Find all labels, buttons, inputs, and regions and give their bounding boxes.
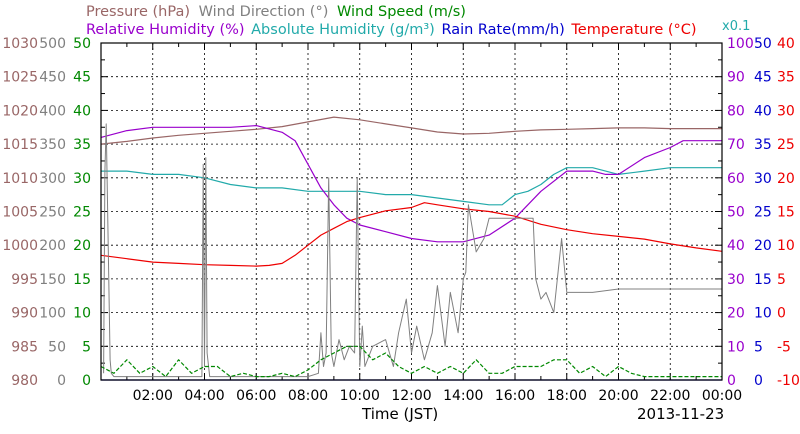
- plot-frame: [100, 42, 723, 381]
- y-tick-label: 45: [73, 70, 91, 86]
- y-tick-label: 0: [754, 373, 763, 389]
- y-tick-label: 25: [777, 137, 795, 153]
- series-line-pressure-hpa: [100, 116, 722, 145]
- x-tick-label: 04:00: [184, 388, 224, 404]
- y-tick-label: 45: [754, 70, 772, 86]
- y-tick-label: 50: [754, 36, 772, 52]
- legend-temperature: Temperature (°C): [571, 22, 697, 38]
- y-tick-label: 1010: [2, 171, 38, 187]
- y-tick-label: 300: [39, 171, 66, 187]
- x-tick-label: 00:00: [702, 388, 742, 404]
- x-axis-label: Time (JST): [362, 405, 439, 423]
- y-tick-label: 0: [727, 373, 736, 389]
- series-line-wind-direction: [103, 123, 722, 378]
- y-tick-label: -5: [777, 339, 791, 355]
- y-tick-label: 25: [73, 205, 91, 221]
- y-tick-label: 15: [73, 272, 91, 288]
- series-line-absolute-humidity-g-m: [101, 167, 722, 206]
- x-tick-label: 02:00: [133, 388, 173, 404]
- series-line-relative-humidity: [100, 125, 722, 243]
- y-tick-label: 25: [754, 205, 772, 221]
- y-tick-label: 5: [777, 272, 786, 288]
- y-tick-label: 1025: [2, 70, 38, 86]
- y-tick-label: 30: [754, 171, 772, 187]
- y-tick-label: 10: [73, 306, 91, 322]
- series-line-wind-speed-m-s: [100, 345, 722, 378]
- y-tick-label: 0: [777, 306, 786, 322]
- y-tick-label: 20: [727, 306, 745, 322]
- legend-wind-speed: Wind Speed (m/s): [336, 4, 466, 20]
- legend-row-2: Relative Humidity (%) Absolute Humidity …: [86, 21, 697, 39]
- y-tick-label: 0: [82, 373, 91, 389]
- legend-pressure: Pressure (hPa): [86, 4, 191, 20]
- y-tick-label: 250: [39, 205, 66, 221]
- y-tick-label: 50: [48, 339, 66, 355]
- x-tick-label: 06:00: [236, 388, 276, 404]
- y-tick-label: 350: [39, 137, 66, 153]
- y-tick-label: 1020: [2, 103, 38, 119]
- y-tick-label: 200: [39, 238, 66, 254]
- x-tick-label: 12:00: [391, 388, 431, 404]
- y-tick-label: 980: [11, 373, 38, 389]
- y-tick-label: 30: [73, 171, 91, 187]
- date-label: 2013-11-23: [637, 405, 725, 423]
- y-tick-label: 400: [39, 103, 66, 119]
- y-tick-label: 30: [727, 272, 745, 288]
- y-tick-label: 60: [727, 171, 745, 187]
- y-tick-label: 90: [727, 70, 745, 86]
- legend-wind-direction: Wind Direction (°): [198, 4, 329, 20]
- y-tick-label: 5: [82, 339, 91, 355]
- y-tick-label: 10: [754, 306, 772, 322]
- y-tick-label: 10: [727, 339, 745, 355]
- y-tick-label: 30: [777, 103, 795, 119]
- y-tick-label: 20: [73, 238, 91, 254]
- legend-rain-rate: Rain Rate(mm/h): [441, 22, 565, 38]
- y-tick-label: 40: [73, 103, 91, 119]
- y-tick-label: 80: [727, 103, 745, 119]
- x-tick-label: 10:00: [340, 388, 380, 404]
- x-tick-label: 16:00: [495, 388, 535, 404]
- y-tick-label: 50: [727, 205, 745, 221]
- y-tick-label: 1030: [2, 36, 38, 52]
- y-tick-label: 995: [11, 272, 38, 288]
- y-tick-label: 40: [727, 238, 745, 254]
- series-line-temperature-c: [100, 202, 723, 267]
- x-tick-label: 20:00: [598, 388, 638, 404]
- y-tick-label: 1000: [2, 238, 38, 254]
- y-tick-label: 35: [754, 137, 772, 153]
- y-tick-label: 1015: [2, 137, 38, 153]
- y-tick-label: 0: [57, 373, 66, 389]
- y-tick-label: 1005: [2, 205, 38, 221]
- x-tick-label: 08:00: [288, 388, 328, 404]
- y-tick-label: 35: [777, 70, 795, 86]
- y-tick-label: 20: [754, 238, 772, 254]
- y-tick-label: 990: [11, 306, 38, 322]
- y-tick-label: 100: [727, 36, 754, 52]
- y-tick-label: 450: [39, 70, 66, 86]
- x-tick-label: 18:00: [547, 388, 587, 404]
- y-tick-label: 500: [39, 36, 66, 52]
- x-tick-label: 22:00: [650, 388, 690, 404]
- y-tick-label: 100: [39, 306, 66, 322]
- multiplier-label: x0.1: [722, 19, 751, 34]
- y-tick-label: -10: [777, 373, 800, 389]
- y-tick-label: 40: [754, 103, 772, 119]
- legend-row-1: Pressure (hPa) Wind Direction (°) Wind S…: [86, 3, 466, 21]
- y-tick-label: 150: [39, 272, 66, 288]
- legend-relative-humidity: Relative Humidity (%): [86, 22, 245, 38]
- x-tick-label: 14:00: [443, 388, 483, 404]
- y-tick-label: 985: [11, 339, 38, 355]
- y-tick-label: 15: [754, 272, 772, 288]
- legend-absolute-humidity: Absolute Humidity (g/m³): [251, 22, 435, 38]
- y-tick-label: 10: [777, 238, 795, 254]
- y-tick-label: 20: [777, 171, 795, 187]
- y-tick-label: 5: [754, 339, 763, 355]
- y-tick-label: 50: [73, 36, 91, 52]
- y-tick-label: 35: [73, 137, 91, 153]
- y-tick-label: 70: [727, 137, 745, 153]
- y-tick-label: 40: [777, 36, 795, 52]
- y-tick-label: 15: [777, 205, 795, 221]
